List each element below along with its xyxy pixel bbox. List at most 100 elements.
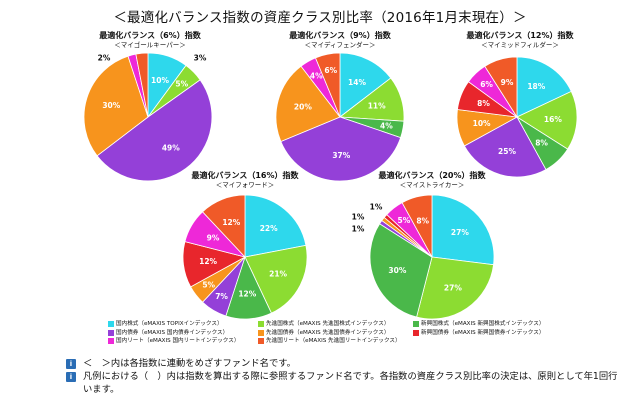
legend-row: 国内リート（eMAXIS 国内リートインデックス） 先進国リート（eMAXIS …: [108, 337, 628, 346]
legend-item-domestic-bond: 国内債券（eMAXIS 国内債券インデックス）: [108, 329, 228, 338]
chart-title: 最適化バランス（9%）指数: [289, 30, 391, 40]
page-title: ＜最適化バランス指数の資産クラス別比率（2016年1月末現在）＞: [113, 10, 527, 26]
note-item: i ＜ ＞内は各指数に連動をめざすファンド名です。: [66, 357, 626, 370]
slice-label: 12%: [238, 290, 256, 299]
slice-label: 8%: [416, 217, 429, 226]
legend-item-developed-stock: 先進国株式（eMAXIS 先進国株式インデックス）: [258, 320, 389, 329]
pie-chart-4: 最適化バランス（16%）指数＜マイフォワード＞22%21%12%7%5%12%9…: [182, 170, 308, 320]
pie-slice: [516, 56, 572, 118]
slice-label: 5%: [398, 216, 411, 225]
pie-slice: [275, 65, 341, 143]
slice-label: 9%: [207, 234, 220, 243]
slice-label: 1%: [352, 225, 365, 234]
pie-slice: [401, 194, 433, 258]
legend-label: 国内リート（eMAXIS 国内リートインデックス）: [116, 338, 240, 344]
slice-label: 27%: [451, 228, 469, 237]
slice-label: 10%: [151, 76, 169, 85]
pie-slice: [244, 244, 308, 314]
legend-swatch: [258, 338, 264, 345]
slice-label: 4%: [310, 72, 323, 81]
slice-label: 22%: [260, 224, 278, 233]
legend-item-domestic-reit: 国内リート（eMAXIS 国内リートインデックス）: [108, 337, 239, 346]
pie-slice: [244, 194, 307, 258]
slice-label: 7%: [215, 292, 228, 301]
legend-row: 国内株式（eMAXIS TOPIXインデックス） 先進国株式（eMAXIS 先進…: [108, 320, 628, 329]
note-item: i 凡例における（ ）内は指数を算出する際に参照するファンド名です。各指数の資産…: [66, 370, 626, 396]
chart-subtitle: ＜マイストライカー＞: [400, 181, 465, 189]
legend-label: 国内債券（eMAXIS 国内債券インデックス）: [116, 329, 229, 336]
slice-label: 12%: [222, 218, 240, 227]
chart-subtitle: ＜マイフォワード＞: [216, 181, 275, 189]
slice-label: 30%: [388, 266, 406, 275]
info-icon: i: [66, 372, 76, 382]
chart-subtitle: ＜マイゴールキーパー＞: [114, 40, 185, 49]
slice-label: 6%: [324, 66, 337, 75]
pie-slice: [431, 194, 495, 266]
legend-item-domestic-stock: 国内株式（eMAXIS TOPIXインデックス）: [108, 320, 223, 329]
pie-chart-2: 最適化バランス（9%）指数＜マイディフェンダー＞ 14% 11% 4% 37% 20% 4%…: [275, 30, 405, 182]
legend-label: 先進国債券（eMAXIS 先進国債券インデックス）: [266, 329, 390, 336]
pie-slice: [96, 79, 213, 182]
slice-label: 6%: [480, 80, 493, 89]
slice-label: 16%: [544, 115, 562, 124]
legend-swatch: [258, 321, 264, 328]
slice-label: 30%: [102, 101, 120, 110]
pie-slice: [280, 116, 402, 182]
legend: 国内株式（eMAXIS TOPIXインデックス） 先進国株式（eMAXIS 先進…: [108, 320, 628, 346]
slice-label: 3%: [194, 54, 207, 63]
pie-slice: [83, 55, 149, 157]
slice-label: 12%: [199, 257, 217, 266]
slice-label: 5%: [202, 281, 215, 290]
legend-item-emerging-stock: 新興国株式（eMAXIS 新興国株式インデックス）: [413, 320, 544, 329]
legend-item-emerging-bond: 新興国債券（eMAXIS 新興国債券インデックス）: [413, 329, 544, 338]
slice-label: 10%: [473, 119, 491, 128]
chart-subtitle: ＜マイディフェンダー＞: [304, 40, 375, 49]
slice-label: 14%: [348, 78, 366, 87]
pie-slice: [484, 56, 518, 119]
legend-label: 先進国リート（eMAXIS 先進国リートインデックス）: [266, 338, 401, 344]
note-text: ＜ ＞内は各指数に連動をめざすファンド名です。: [83, 358, 296, 369]
legend-item-developed-bond: 先進国債券（eMAXIS 先進国債券インデックス）: [258, 329, 389, 338]
slice-label: 5%: [175, 79, 188, 88]
slice-label: 1%: [370, 203, 383, 212]
slice-label: 9%: [501, 78, 514, 87]
chart-title: 最適化バランス（12%）指数: [467, 30, 575, 40]
legend-label: 先進国株式（eMAXIS 先進国株式インデックス）: [266, 321, 390, 327]
pie-slice: [201, 194, 246, 259]
pie-slice: [369, 223, 433, 318]
pie-slice: [416, 256, 494, 320]
slice-label: 11%: [368, 101, 386, 110]
info-icon: i: [66, 359, 76, 369]
pie-slice: [135, 52, 149, 118]
legend-swatch: [258, 329, 264, 336]
legend-label: 国内株式（eMAXIS TOPIXインデックス）: [116, 321, 223, 327]
pie-chart-1: 最適化バランス（6%）指数＜マイゴールキーパー＞ 10% 5% 49% 30% 2% 3%: [83, 30, 213, 182]
legend-swatch: [108, 321, 114, 328]
slice-label: 1%: [352, 213, 365, 222]
chart-title: 最適化バランス（20%）指数: [379, 170, 487, 180]
chart-subtitle: ＜マイミッドフィルダー＞: [481, 40, 559, 49]
chart-title: 最適化バランス（6%）指数: [99, 30, 201, 40]
legend-swatch: [108, 338, 114, 345]
legend-item-developed-reit: 先進国リート（eMAXIS 先進国リートインデックス）: [258, 337, 401, 346]
slice-label: 18%: [527, 82, 545, 91]
slice-label: 21%: [269, 269, 287, 278]
legend-swatch: [413, 329, 419, 336]
legend-swatch: [108, 329, 114, 336]
pie-slice: [463, 116, 547, 178]
slice-label: 25%: [498, 147, 516, 156]
slice-label: 37%: [332, 151, 350, 160]
pie-slice: [314, 52, 341, 118]
slice-label: 4%: [380, 122, 393, 131]
slice-label: 49%: [162, 143, 180, 152]
pie-chart-3: 最適化バランス（12%）指数＜マイミッドフィルダー＞ 18% 16% 8% 25% 10%…: [456, 30, 578, 178]
chart-title: 最適化バランス（16%）指数: [192, 170, 300, 180]
note-text: 凡例における（ ）内は指数を算出する際に参照するファンド名です。各指数の資産クラ…: [83, 371, 618, 395]
slice-label: 8%: [477, 99, 490, 108]
legend-label: 新興国債券（eMAXIS 新興国債券インデックス）: [421, 329, 545, 336]
slice-label: 27%: [444, 283, 462, 292]
pie-slice: [339, 52, 392, 118]
pie-chart-5: 最適化バランス（20%）指数＜マイストライカー＞ 27% 27% 30% 1% 1% 1% 5…: [352, 170, 495, 320]
slice-label: 8%: [535, 139, 548, 148]
